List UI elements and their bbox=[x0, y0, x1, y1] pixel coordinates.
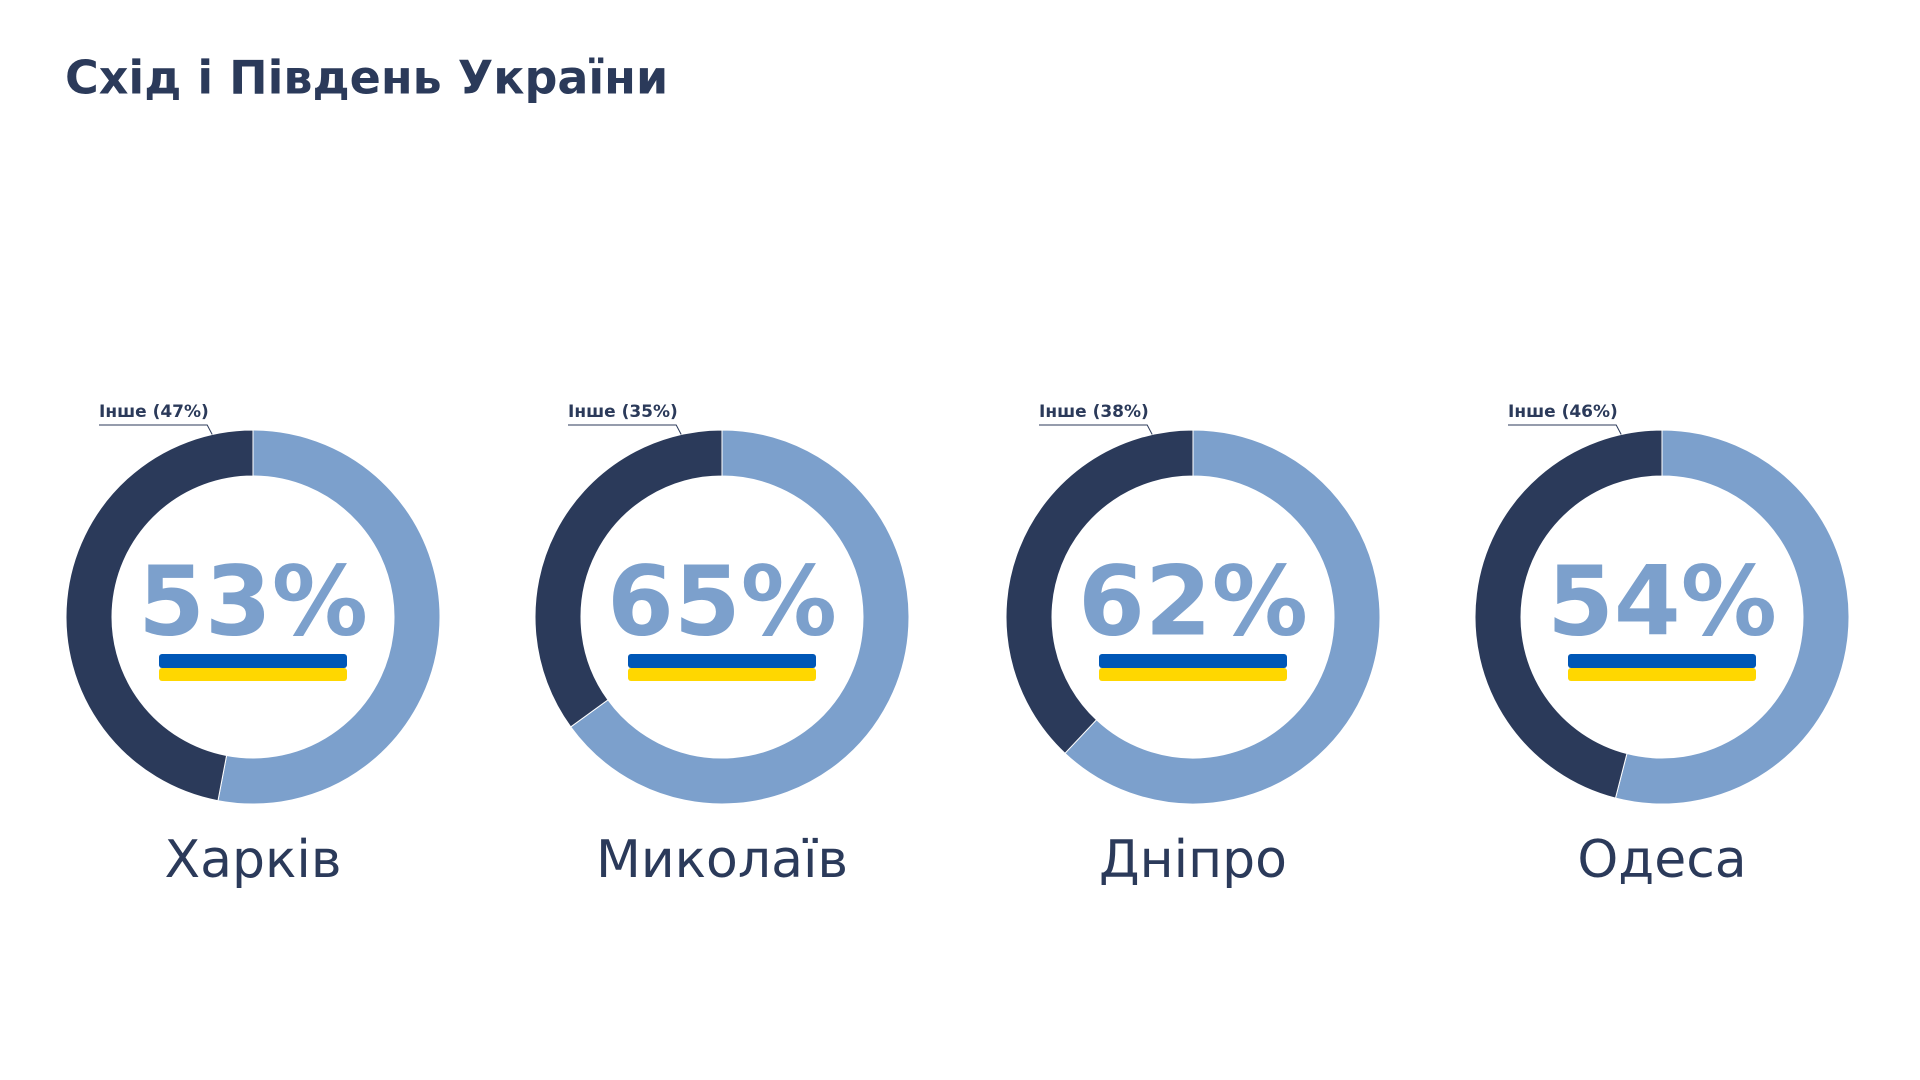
city-name: Харків bbox=[165, 830, 342, 890]
city-name: Дніпро bbox=[1099, 830, 1287, 890]
city-name: Миколаїв bbox=[596, 830, 848, 890]
leader-line bbox=[1039, 424, 1153, 435]
flag-blue bbox=[1099, 654, 1287, 668]
leader-line bbox=[568, 424, 682, 435]
flag-yellow bbox=[1099, 668, 1287, 681]
donut-segment bbox=[1005, 429, 1194, 755]
donut-segment bbox=[65, 429, 254, 802]
flag-yellow bbox=[1568, 668, 1756, 681]
flag-blue bbox=[159, 654, 347, 668]
flag-yellow bbox=[159, 668, 347, 681]
main-value-label: 54% bbox=[1547, 545, 1777, 657]
donut-segment bbox=[570, 429, 910, 805]
donut-segment bbox=[217, 429, 441, 805]
page-title: Схід і Південь України bbox=[65, 51, 668, 105]
other-label: Інше (47%) bbox=[99, 402, 209, 422]
main-value-label: 62% bbox=[1078, 545, 1308, 657]
flag-yellow bbox=[628, 668, 816, 681]
flag-blue bbox=[628, 654, 816, 668]
donut-segment bbox=[1614, 429, 1850, 805]
other-label: Інше (46%) bbox=[1508, 402, 1618, 422]
donut-segment bbox=[1064, 429, 1381, 805]
leader-line bbox=[99, 424, 213, 435]
other-label: Інше (35%) bbox=[568, 402, 678, 422]
main-value-label: 65% bbox=[607, 545, 837, 657]
other-label: Інше (38%) bbox=[1039, 402, 1149, 422]
main-value-label: 53% bbox=[138, 545, 368, 657]
donut-segment bbox=[1474, 429, 1663, 799]
flag-blue bbox=[1568, 654, 1756, 668]
leader-line bbox=[1508, 424, 1622, 435]
donut-segment bbox=[534, 429, 723, 728]
city-name: Одеса bbox=[1577, 830, 1746, 890]
